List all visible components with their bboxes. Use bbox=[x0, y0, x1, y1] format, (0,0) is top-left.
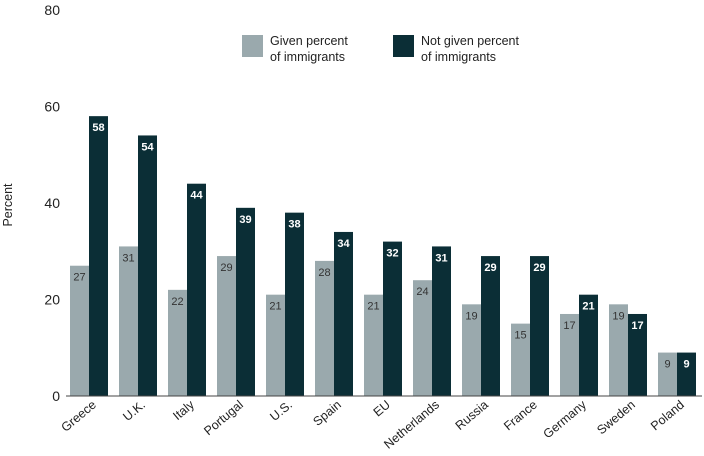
category-label: EU bbox=[371, 398, 393, 420]
value-label-not-given: 58 bbox=[92, 122, 104, 134]
value-label-not-given: 34 bbox=[337, 238, 350, 250]
legend-label: of immigrants bbox=[270, 50, 345, 64]
category-label: Greece bbox=[59, 398, 99, 435]
legend: Given percent of immigrants Not given perc… bbox=[242, 34, 520, 64]
bar-not-given bbox=[481, 256, 500, 396]
value-label-not-given: 32 bbox=[386, 248, 398, 260]
legend-label: Not given percent bbox=[421, 34, 520, 48]
bar-given bbox=[119, 246, 138, 396]
bar-given bbox=[217, 256, 236, 396]
category-label: Spain bbox=[310, 398, 344, 429]
category-label: France bbox=[501, 398, 540, 434]
value-label-given: 31 bbox=[122, 252, 134, 264]
bar-not-given bbox=[138, 135, 157, 396]
bar-not-given bbox=[579, 294, 598, 396]
y-tick-label: 80 bbox=[44, 2, 60, 18]
value-label-given: 22 bbox=[171, 296, 183, 308]
bar-not-given bbox=[285, 212, 304, 396]
value-label-given: 19 bbox=[465, 310, 477, 322]
legend-swatch-not-given bbox=[393, 35, 414, 57]
bar-given bbox=[658, 352, 677, 396]
value-label-not-given: 29 bbox=[484, 262, 496, 274]
value-labels: 27 58 31 54 22 44 29 39 21 38 28 34 21 32 24 31 19 29 15 29… bbox=[73, 122, 689, 370]
value-label-not-given: 44 bbox=[190, 190, 203, 202]
y-tick-label: 0 bbox=[52, 388, 60, 404]
bar-not-given bbox=[236, 207, 255, 396]
bar-not-given bbox=[383, 241, 402, 396]
bar-given bbox=[266, 294, 285, 396]
category-label: U.S. bbox=[267, 398, 295, 424]
bar-not-given bbox=[677, 352, 696, 396]
value-label-given: 9 bbox=[664, 359, 670, 371]
value-label-not-given: 54 bbox=[141, 141, 154, 153]
value-label-not-given: 21 bbox=[582, 301, 594, 313]
bars bbox=[70, 116, 696, 397]
category-label: U.K. bbox=[120, 398, 148, 424]
category-labels: Greece U.K. Italy Portugal U.S. Spain EUNether… bbox=[59, 397, 687, 452]
value-label-given: 19 bbox=[612, 310, 624, 322]
value-label-not-given: 17 bbox=[631, 320, 643, 332]
value-label-not-given: 29 bbox=[533, 262, 545, 274]
legend-label: of immigrants bbox=[421, 50, 496, 64]
bar-not-given bbox=[187, 183, 206, 396]
bar-not-given bbox=[89, 116, 108, 397]
legend-swatch-given bbox=[242, 35, 263, 57]
category-label: Russia bbox=[453, 398, 491, 433]
bar-given bbox=[560, 313, 579, 396]
category-label: Italy bbox=[170, 397, 197, 423]
y-tick-label: 20 bbox=[44, 292, 60, 308]
value-label-given: 27 bbox=[73, 272, 85, 284]
category-label: Sweden bbox=[594, 398, 638, 438]
bar-given bbox=[168, 289, 187, 396]
bar-not-given bbox=[334, 231, 353, 396]
category-label: Poland bbox=[648, 398, 687, 434]
value-label-given: 21 bbox=[269, 301, 281, 313]
value-label-not-given: 38 bbox=[288, 219, 300, 231]
bar-given bbox=[413, 280, 432, 396]
value-label-given: 29 bbox=[220, 262, 232, 274]
value-label-given: 15 bbox=[514, 330, 526, 342]
y-tick-label: 40 bbox=[44, 195, 60, 211]
y-axis-title: Percent bbox=[1, 183, 15, 227]
bar-given bbox=[315, 260, 334, 396]
bar-given bbox=[70, 265, 89, 396]
bar-given bbox=[364, 294, 383, 396]
category-label: Germany bbox=[541, 397, 590, 441]
value-label-given: 17 bbox=[563, 320, 575, 332]
value-label-not-given: 9 bbox=[683, 359, 689, 371]
bar-given bbox=[511, 323, 530, 396]
legend-label: Given percent bbox=[270, 34, 348, 48]
value-label-given: 24 bbox=[416, 286, 428, 298]
value-label-not-given: 31 bbox=[435, 252, 447, 264]
value-label-not-given: 39 bbox=[239, 214, 251, 226]
bar-given bbox=[462, 304, 481, 396]
y-axis-ticks: 0 20 40 60 80 bbox=[44, 2, 60, 404]
bar-not-given bbox=[530, 256, 549, 396]
value-label-given: 28 bbox=[318, 267, 330, 279]
bar-not-given bbox=[432, 246, 451, 396]
y-tick-label: 60 bbox=[44, 99, 60, 115]
bar-not-given bbox=[628, 313, 647, 396]
category-label: Portugal bbox=[201, 398, 246, 439]
value-label-given: 21 bbox=[367, 301, 379, 313]
bar-given bbox=[609, 304, 628, 396]
